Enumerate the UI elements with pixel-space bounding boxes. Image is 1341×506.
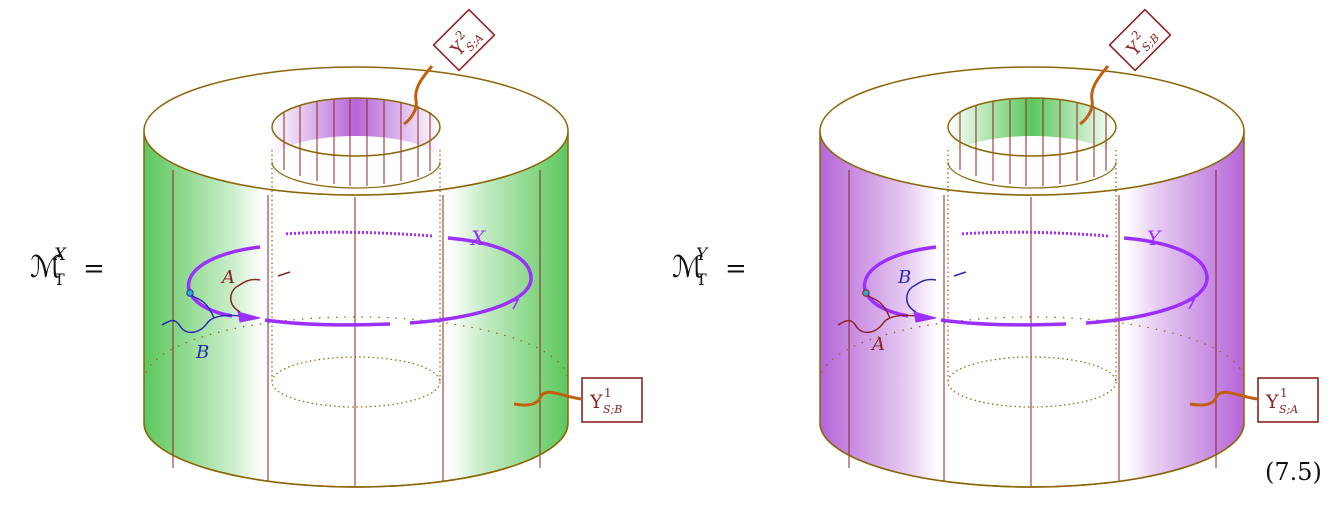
outer-wall-stripes [848, 170, 1217, 486]
inner-hole-stripes [283, 98, 431, 186]
lhs-subscript: T [696, 270, 707, 289]
first-line-label: B [897, 267, 911, 288]
side-label-box: Y 1 S;B [581, 377, 643, 423]
outer-bottom-rim [143, 422, 569, 488]
inner-hole-rim [947, 97, 1117, 157]
side-box-sup: 1 [1280, 386, 1288, 400]
lhs-symbol: ℳ [672, 250, 704, 285]
equation-number: (7.5) [1265, 458, 1322, 486]
first-line-tick [953, 271, 967, 277]
side-box-connector [1189, 390, 1258, 407]
second-line [837, 314, 931, 334]
second-line-endpoint [862, 289, 870, 297]
loop-path [186, 230, 533, 327]
equals-sign: = [83, 254, 105, 284]
side-label-box: Y 1 S;A [1257, 377, 1319, 423]
inner-hole-wall [272, 98, 440, 162]
inner-hole-wall [948, 98, 1116, 162]
top-label-box: Y 2 S;B [1108, 8, 1172, 72]
second-line-label: A [870, 334, 885, 355]
second-line-branch [191, 295, 215, 319]
loop-path [862, 230, 1209, 327]
inner-hole-bottom-edge [271, 161, 441, 189]
inner-hole-bottom-edge [947, 161, 1117, 189]
lhs-superscript: X [52, 245, 67, 265]
torus-diagram-x: ℳ X T = [30, 8, 643, 488]
side-box-main: Y [589, 391, 603, 413]
second-line-endpoint [186, 289, 194, 297]
torus-diagram-y: ℳ Y T = Y [672, 8, 1319, 488]
side-box-sub: S;B [603, 403, 622, 416]
loop-label: X [469, 226, 486, 250]
lhs-symbol: ℳ [30, 250, 62, 285]
lhs-superscript: Y [696, 245, 709, 265]
lhs-subscript: T [54, 270, 65, 289]
first-line [230, 278, 261, 313]
side-box-connector [513, 390, 582, 407]
equals-sign: = [725, 254, 747, 284]
side-box-sub: S;A [1279, 403, 1298, 416]
loop-arrowhead [1183, 298, 1196, 310]
inner-cylinder-bottom [947, 356, 1117, 408]
side-box-main: Y [1265, 391, 1279, 413]
loop-arrowhead [507, 298, 520, 310]
first-line [906, 278, 937, 313]
inner-hole-stripes [959, 98, 1107, 186]
junction-node [237, 311, 261, 323]
inner-hole-rim [271, 97, 441, 157]
second-line-branch [867, 295, 891, 319]
outer-bottom-rim [819, 422, 1245, 488]
top-box-connector [1079, 65, 1110, 126]
outer-wall-stripes [172, 170, 541, 486]
second-line [161, 314, 255, 334]
first-line-tick [277, 271, 291, 277]
first-line-label: A [220, 267, 235, 288]
loop-label: Y [1147, 226, 1162, 250]
junction-node [913, 311, 937, 323]
second-line-label: B [195, 342, 209, 363]
inner-cylinder-bottom [271, 356, 441, 408]
top-label-box: Y 2 S;A [432, 8, 496, 72]
top-box-connector [403, 65, 434, 126]
side-box-sup: 1 [604, 386, 612, 400]
